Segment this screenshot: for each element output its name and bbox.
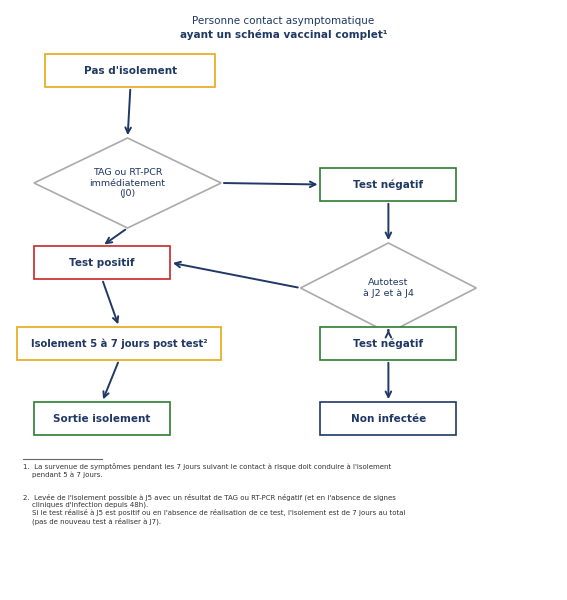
Text: 1.  La survenue de symptômes pendant les 7 jours suivant le contact à risque doi: 1. La survenue de symptômes pendant les … (23, 463, 391, 478)
Text: 2.  Levée de l'isolement possible à J5 avec un résultat de TAG ou RT-PCR négatif: 2. Levée de l'isolement possible à J5 av… (23, 493, 405, 525)
Text: Non infectée: Non infectée (351, 413, 426, 424)
FancyBboxPatch shape (320, 168, 456, 201)
Text: Autotest
à J2 et à J4: Autotest à J2 et à J4 (363, 278, 414, 298)
Polygon shape (301, 243, 476, 333)
Text: Pas d'isolement: Pas d'isolement (84, 65, 177, 76)
Text: ayant un schéma vaccinal complet¹: ayant un schéma vaccinal complet¹ (180, 29, 387, 40)
FancyBboxPatch shape (17, 327, 221, 360)
FancyBboxPatch shape (45, 54, 215, 87)
Text: Test positif: Test positif (69, 257, 135, 268)
FancyBboxPatch shape (320, 402, 456, 435)
FancyBboxPatch shape (34, 402, 170, 435)
FancyBboxPatch shape (34, 246, 170, 279)
Text: Isolement 5 à 7 jours post test²: Isolement 5 à 7 jours post test² (31, 338, 208, 349)
FancyBboxPatch shape (320, 327, 456, 360)
Polygon shape (34, 138, 221, 228)
Text: Test négatif: Test négatif (353, 179, 424, 190)
Text: Test négatif: Test négatif (353, 338, 424, 349)
Text: Personne contact asymptomatique: Personne contact asymptomatique (192, 16, 375, 26)
Text: Sortie isolement: Sortie isolement (53, 413, 151, 424)
Text: TAG ou RT-PCR
immédiatement
(J0): TAG ou RT-PCR immédiatement (J0) (90, 168, 166, 198)
